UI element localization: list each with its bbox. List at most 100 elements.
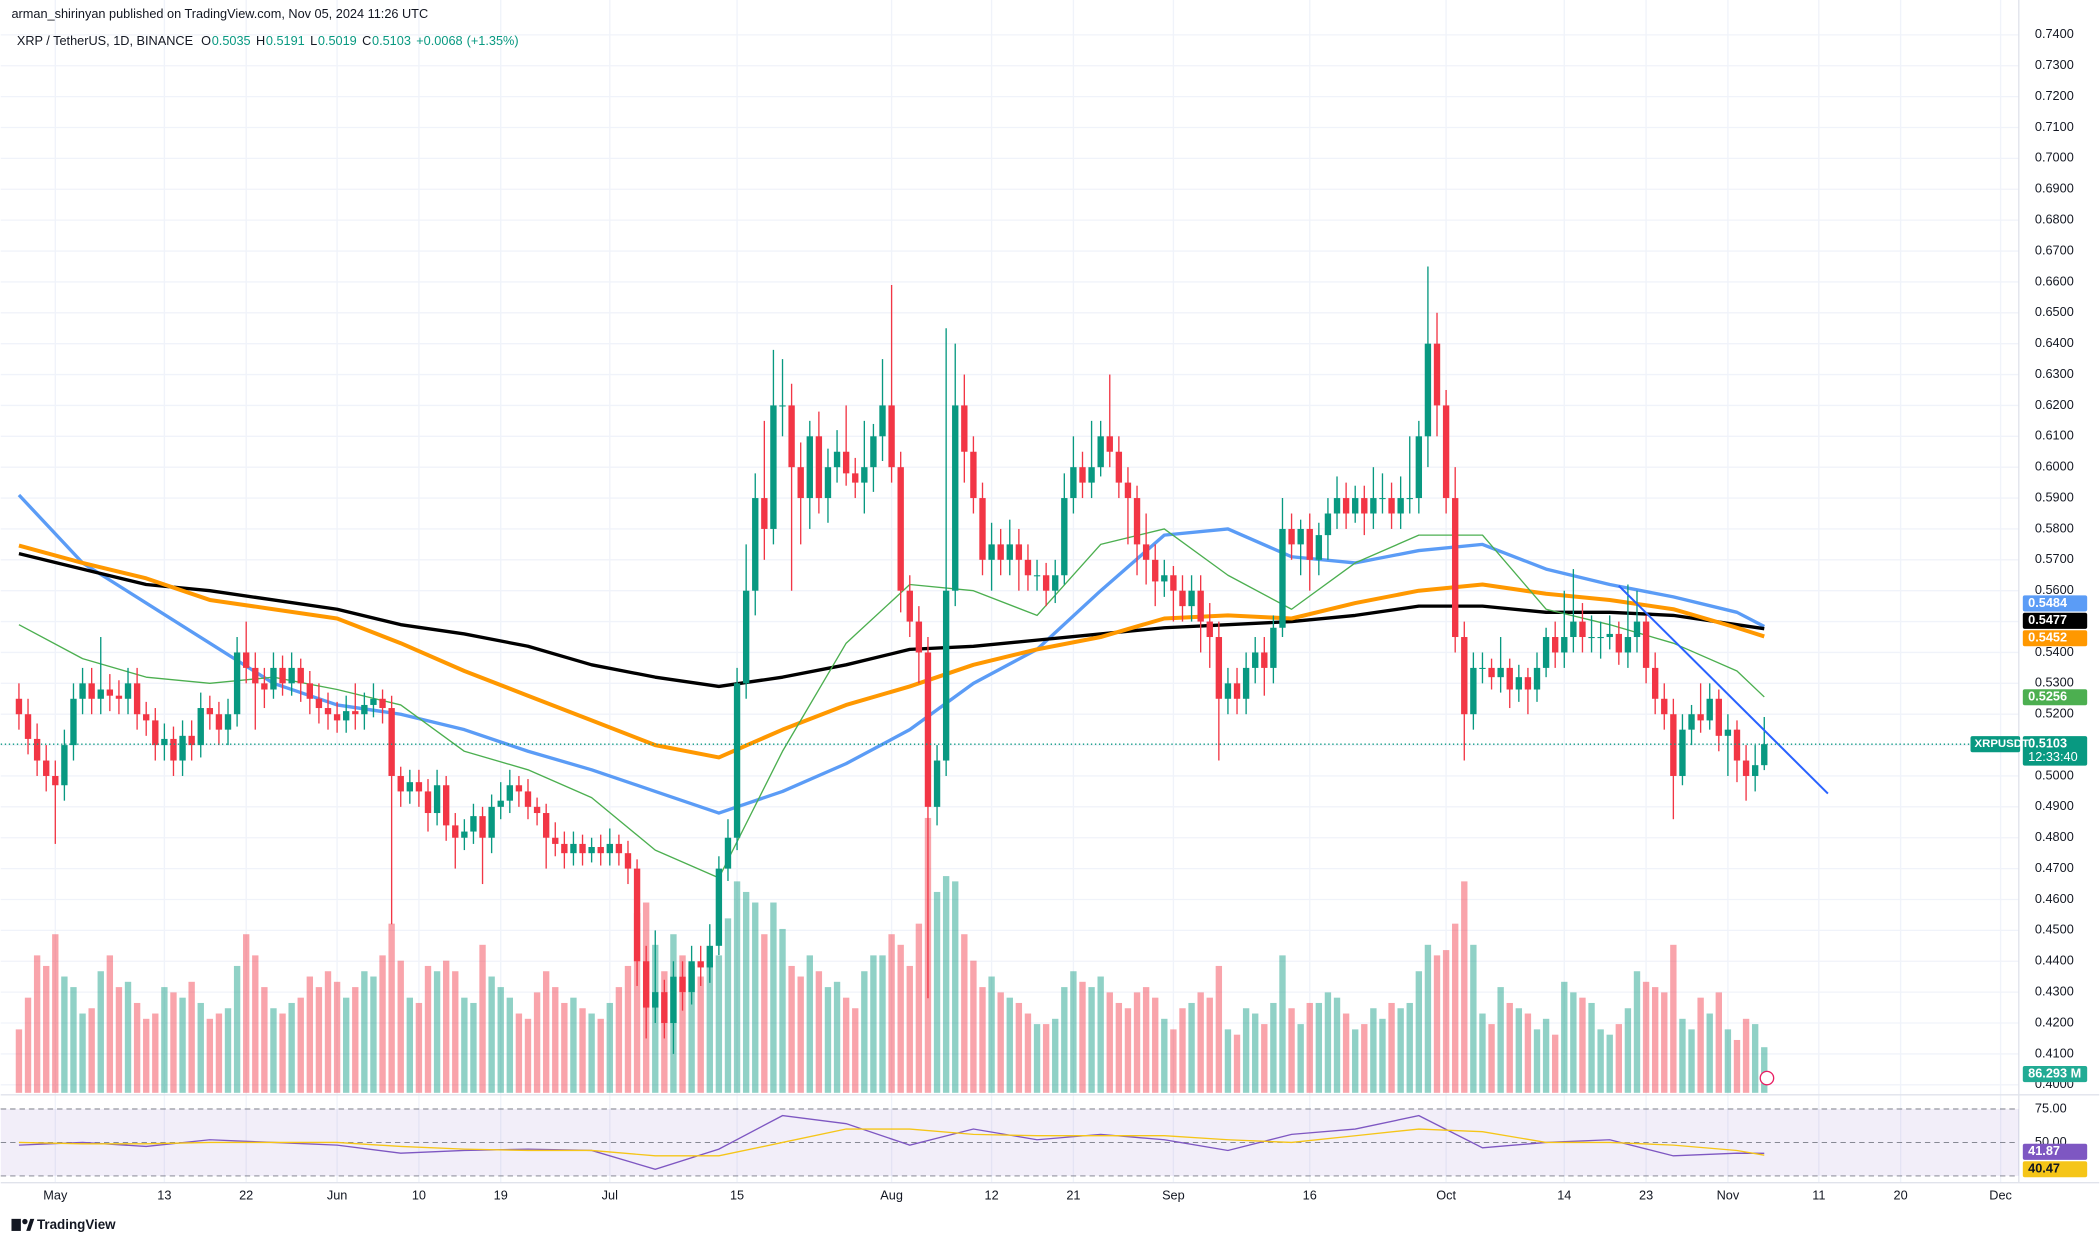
volume-bar (1033, 1024, 1041, 1093)
candle-body (324, 708, 332, 715)
volume-bar (433, 971, 441, 1093)
y-tick-label: 0.4500 (2035, 922, 2074, 937)
volume-bar (706, 960, 713, 1093)
candle-body (1588, 637, 1595, 639)
candle-body (152, 720, 159, 746)
candle-body (715, 868, 723, 946)
volume-bar (779, 928, 786, 1093)
y-tick-label: 0.4200 (2035, 1014, 2074, 1029)
ma-value-label-box (2022, 630, 2088, 647)
candle-body (1361, 498, 1368, 514)
candle-body (1615, 633, 1623, 653)
volume-bar (506, 997, 513, 1093)
volume-bar (1615, 1024, 1623, 1093)
y-tick-label: 0.5400 (2035, 644, 2074, 659)
candle-body (306, 683, 314, 699)
candle-body (352, 711, 359, 715)
candle-body (52, 775, 59, 786)
volume-bar (61, 976, 68, 1093)
volume-bar (1733, 1039, 1741, 1093)
volume-bar (897, 944, 904, 1093)
candle-body (524, 791, 532, 807)
volume-bar (1015, 1002, 1023, 1093)
candle-body (1461, 637, 1468, 715)
volume-bar (424, 965, 432, 1093)
volume-bar (1042, 1024, 1050, 1093)
candle-body (1352, 498, 1359, 514)
volume-bar (1542, 1018, 1550, 1093)
y-tick-label: 0.5600 (2035, 582, 2074, 597)
volume-bar (1197, 992, 1204, 1093)
candle-body (770, 405, 777, 529)
volume-bar (806, 955, 813, 1093)
volume-bar (1570, 992, 1577, 1093)
candle-body (579, 843, 586, 854)
candle-body (624, 853, 632, 869)
volume-bar (761, 934, 768, 1093)
candle-body (124, 683, 132, 699)
volume-bar (33, 955, 41, 1093)
candle-body (343, 711, 350, 721)
volume-bar (415, 1002, 423, 1093)
candle-body (333, 714, 341, 721)
y-tick-label: 0.6400 (2035, 335, 2074, 350)
y-tick-label: 0.4700 (2035, 860, 2074, 875)
candle-body (788, 405, 795, 468)
volume-bar (1624, 1008, 1632, 1093)
volume-bar (1142, 987, 1150, 1093)
candle-body (288, 667, 295, 684)
legend-key: H (256, 33, 265, 48)
volume-label-box (2022, 1066, 2088, 1083)
x-tick-label: 20 (1894, 1187, 1908, 1202)
volume-bar (1488, 1024, 1495, 1093)
candle-body (497, 800, 504, 807)
volume-bar (1252, 1013, 1259, 1093)
x-tick-label: 23 (1639, 1187, 1653, 1202)
candle-body (279, 667, 286, 684)
candle-body (852, 473, 859, 483)
volume-bar (1579, 997, 1586, 1093)
volume-bar (270, 1008, 277, 1093)
volume-bar (1751, 1024, 1759, 1093)
candle-body (461, 831, 468, 838)
candle-body (1215, 637, 1223, 699)
volume-bar (1215, 965, 1223, 1093)
candle-body (70, 698, 77, 746)
candle-body (1488, 667, 1495, 678)
candle-body (1452, 498, 1459, 638)
volume-bar (1333, 997, 1341, 1093)
candle-body (588, 847, 595, 854)
volume-bar (43, 965, 50, 1093)
candle-body (1442, 405, 1450, 499)
candle-body (315, 698, 323, 709)
candle-body (1179, 590, 1186, 607)
candle-body (452, 825, 459, 838)
x-tick-label: 16 (1303, 1187, 1317, 1202)
volume-bar (1170, 1029, 1177, 1093)
volume-bar (1306, 1002, 1313, 1093)
volume-bar (470, 1002, 477, 1093)
volume-bar (1452, 923, 1459, 1093)
ma-value-label-box (2022, 689, 2088, 706)
volume-bar (315, 987, 323, 1093)
volume-bar (442, 960, 450, 1093)
volume-bar (1442, 950, 1450, 1093)
volume-bar (361, 971, 368, 1093)
volume-bar (97, 971, 104, 1093)
candle-body (861, 467, 868, 483)
candle-body (1152, 559, 1159, 582)
candle-body (1424, 343, 1432, 437)
candle-body (1524, 677, 1532, 690)
volume-bar (297, 997, 304, 1093)
candle-body (1533, 667, 1541, 690)
y-tick-label: 0.5700 (2035, 551, 2074, 566)
candle-body (1024, 559, 1032, 576)
candle-body (1651, 667, 1659, 699)
candle-body (1070, 467, 1077, 499)
volume-bar (1533, 1029, 1541, 1093)
volume-bar (1315, 1002, 1323, 1093)
candle-body (1661, 698, 1668, 715)
candle-body (1170, 575, 1177, 591)
y-tick-label: 0.5300 (2035, 675, 2074, 690)
volume-bar (215, 1013, 223, 1093)
